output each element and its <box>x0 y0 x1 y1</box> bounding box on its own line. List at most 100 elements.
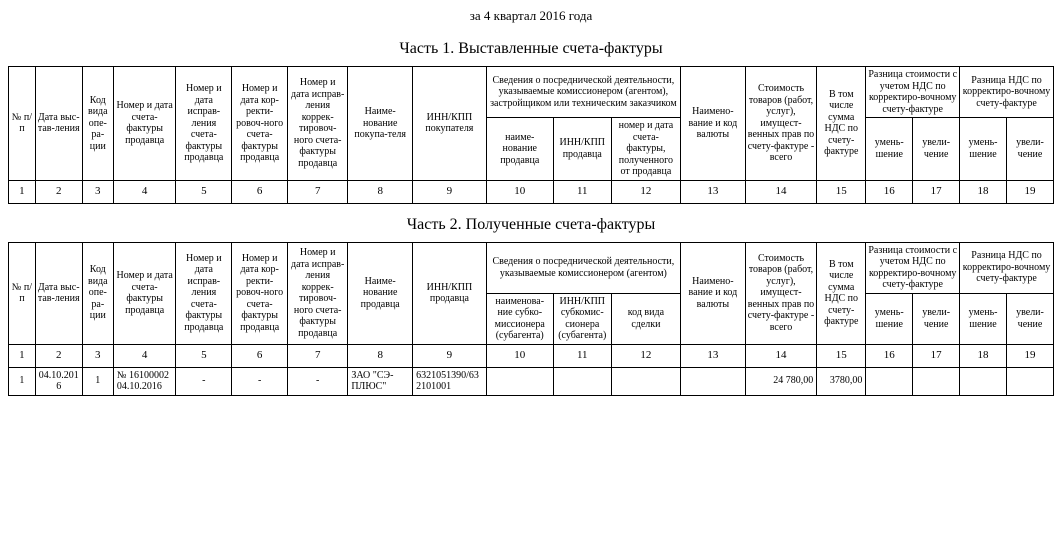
p2-h-c2: Дата выс-тав-ления <box>35 242 82 344</box>
p2-r0-c19 <box>1006 367 1053 395</box>
p1-h-c17: увели-чение <box>913 118 960 181</box>
p2-r0-c17 <box>913 367 960 395</box>
p2-r0-c4: № 16100002 04.10.2016 <box>113 367 176 395</box>
p2-r0-c5: - <box>176 367 232 395</box>
p2-h-c18: умень-шение <box>960 293 1007 344</box>
p2-h-c16-17: Разница стоимости с учетом НДС по коррек… <box>866 242 960 293</box>
p1-n-19: 19 <box>1006 180 1053 203</box>
p2-r0-c13 <box>681 367 746 395</box>
p2-r0-c6: - <box>232 367 288 395</box>
table-row: 1 04.10.2016 1 № 16100002 04.10.2016 - -… <box>9 367 1054 395</box>
p1-h-c18: умень-шение <box>960 118 1007 181</box>
p2-r0-c15: 3780,00 <box>817 367 866 395</box>
p2-n-19: 19 <box>1006 344 1053 367</box>
p2-h-c11: ИНН/КПП субкомис-сионера (субагента) <box>553 293 611 344</box>
p1-n-2: 2 <box>35 180 82 203</box>
p1-n-9: 9 <box>413 180 487 203</box>
p2-n-17: 17 <box>913 344 960 367</box>
p1-h-c5: Номер и дата исправ-ления счета-фактуры … <box>176 67 232 181</box>
p2-h-c19: увели-чение <box>1006 293 1053 344</box>
p2-h-c1: № п/п <box>9 242 36 344</box>
p2-h-c7: Номер и дата исправ-ления коррек-тировоч… <box>288 242 348 344</box>
p2-h-c9: ИНН/КПП продавца <box>413 242 487 344</box>
p2-n-11: 11 <box>553 344 611 367</box>
p1-h-c1: № п/п <box>9 67 36 181</box>
p2-n-12: 12 <box>611 344 680 367</box>
p2-n-4: 4 <box>113 344 176 367</box>
p2-r0-c9: 6321051390/632101001 <box>413 367 487 395</box>
p2-n-9: 9 <box>413 344 487 367</box>
p2-r0-c1: 1 <box>9 367 36 395</box>
p1-n-18: 18 <box>960 180 1007 203</box>
p2-n-14: 14 <box>745 344 816 367</box>
p2-h-c13: Наимено-вание и код валюты <box>681 242 746 344</box>
part1-title: Часть 1. Выставленные счета-фактуры <box>8 40 1054 58</box>
p1-h-c11: ИНН/КПП продавца <box>553 118 611 181</box>
p2-r0-c12 <box>611 367 680 395</box>
p1-h-c19: увели-чение <box>1006 118 1053 181</box>
p1-h-c2: Дата выс-тав-ления <box>35 67 82 181</box>
p2-h-c18-19: Разница НДС по корректиро-вочному счету-… <box>960 242 1054 293</box>
p2-h-c17: увели-чение <box>913 293 960 344</box>
p1-h-c18-19: Разница НДС по корректиро-вочному счету-… <box>960 67 1054 118</box>
p2-r0-c7: - <box>288 367 348 395</box>
p1-h-c9: ИНН/КПП покупателя <box>413 67 487 181</box>
p2-r0-c8: ЗАО "СЭ-ПЛЮС" <box>348 367 413 395</box>
p2-n-10: 10 <box>486 344 553 367</box>
p2-n-6: 6 <box>232 344 288 367</box>
part2-title: Часть 2. Полученные счета-фактуры <box>8 216 1054 234</box>
p1-h-c8: Наиме-нование покупа-теля <box>348 67 413 181</box>
p2-n-18: 18 <box>960 344 1007 367</box>
p1-n-15: 15 <box>817 180 866 203</box>
p1-h-c7: Номер и дата исправ-ления коррек-тировоч… <box>288 67 348 181</box>
part2-table: № п/п Дата выс-тав-ления Код вида опе-ра… <box>8 242 1054 396</box>
p2-h-c8: Наиме-нование продавца <box>348 242 413 344</box>
p2-n-15: 15 <box>817 344 866 367</box>
p2-n-7: 7 <box>288 344 348 367</box>
p2-r0-c3: 1 <box>82 367 113 395</box>
period-label: за 4 квартал 2016 года <box>8 8 1054 24</box>
p1-n-1: 1 <box>9 180 36 203</box>
p2-h-c14: Стоимость товаров (работ, услуг), имущес… <box>745 242 816 344</box>
p1-n-4: 4 <box>113 180 176 203</box>
p2-h-c3: Код вида опе-ра-ции <box>82 242 113 344</box>
p1-h-c12: номер и дата счета-фактуры, полученного … <box>611 118 680 181</box>
p2-n-2: 2 <box>35 344 82 367</box>
p2-r0-c10 <box>486 367 553 395</box>
p2-h-c10-12: Сведения о посреднической деятельности, … <box>486 242 680 293</box>
p1-n-13: 13 <box>681 180 746 203</box>
p2-n-3: 3 <box>82 344 113 367</box>
p2-h-c12: код вида сделки <box>611 293 680 344</box>
p2-h-c15: В том числе сумма НДС по счету-фактуре <box>817 242 866 344</box>
p1-n-16: 16 <box>866 180 913 203</box>
part1-table: № п/п Дата выс-тав-ления Код вида опе-ра… <box>8 66 1054 204</box>
p1-n-8: 8 <box>348 180 413 203</box>
p2-n-8: 8 <box>348 344 413 367</box>
p1-h-c13: Наимено-вание и код валюты <box>681 67 746 181</box>
p2-h-c6: Номер и дата кор-ректи-ровоч-ного счета-… <box>232 242 288 344</box>
p1-n-3: 3 <box>82 180 113 203</box>
p1-h-c3: Код вида опе-ра-ции <box>82 67 113 181</box>
p1-n-17: 17 <box>913 180 960 203</box>
p1-h-c16-17: Разница стоимости с учетом НДС по коррек… <box>866 67 960 118</box>
p1-n-10: 10 <box>486 180 553 203</box>
p1-n-12: 12 <box>611 180 680 203</box>
p2-h-c4: Номер и дата счета-фактуры продавца <box>113 242 176 344</box>
p2-n-16: 16 <box>866 344 913 367</box>
p2-n-13: 13 <box>681 344 746 367</box>
p1-h-c14: Стоимость товаров (работ, услуг), имущес… <box>745 67 816 181</box>
p2-r0-c18 <box>960 367 1007 395</box>
p2-n-5: 5 <box>176 344 232 367</box>
p1-h-c10-12: Сведения о посреднической деятельности, … <box>486 67 680 118</box>
p2-r0-c14: 24 780,00 <box>745 367 816 395</box>
p2-r0-c11 <box>553 367 611 395</box>
p2-h-c16: умень-шение <box>866 293 913 344</box>
p2-h-c10: наименова-ние субко-миссионера (субагент… <box>486 293 553 344</box>
p1-n-11: 11 <box>553 180 611 203</box>
p1-h-c16: умень-шение <box>866 118 913 181</box>
p1-h-c15: В том числе сумма НДС по счету-фактуре <box>817 67 866 181</box>
p1-h-c6: Номер и дата кор-ректи-ровоч-ного счета-… <box>232 67 288 181</box>
p1-n-6: 6 <box>232 180 288 203</box>
p2-n-1: 1 <box>9 344 36 367</box>
p1-n-5: 5 <box>176 180 232 203</box>
